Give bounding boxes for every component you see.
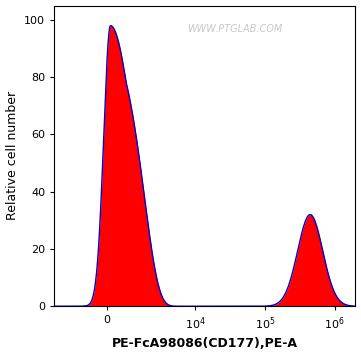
X-axis label: PE-FcA98086(CD177),PE-A: PE-FcA98086(CD177),PE-A <box>112 337 298 350</box>
Y-axis label: Relative cell number: Relative cell number <box>5 91 18 220</box>
Text: WWW.PTGLAB.COM: WWW.PTGLAB.COM <box>187 23 283 33</box>
